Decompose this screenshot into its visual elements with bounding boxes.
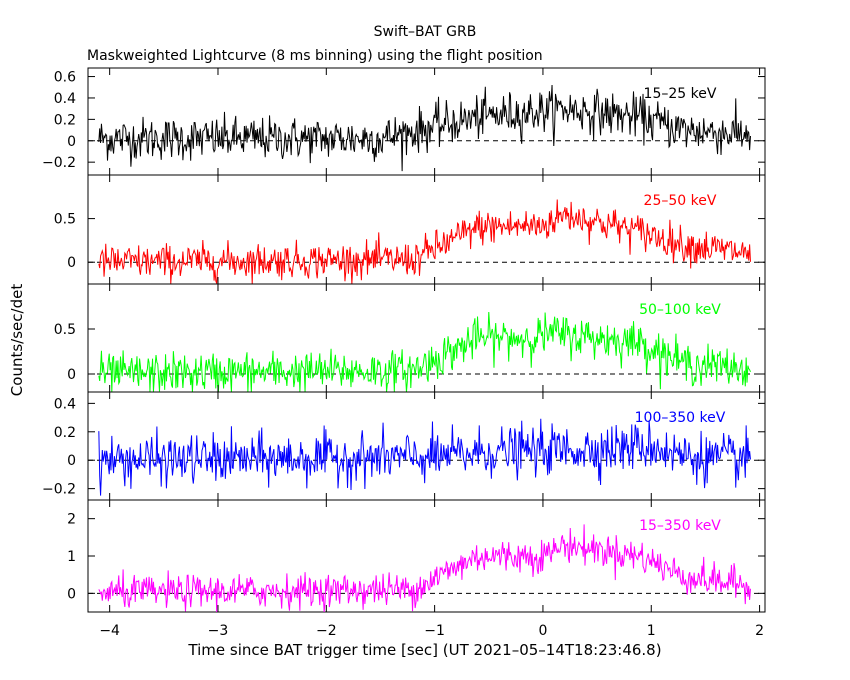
series-line <box>98 312 751 393</box>
y-tick-label: 0.2 <box>54 425 76 441</box>
x-axis-label: Time since BAT trigger time [sec] (UT 20… <box>187 641 661 659</box>
x-tick-label: 2 <box>755 623 764 639</box>
x-tick-label: 1 <box>647 623 656 639</box>
y-tick-label: 0.4 <box>54 91 76 107</box>
panels: −0.2 0 0.2 0.4 0.6 15–25 keV 0 0.5 25–50 keV 0 0.5… <box>42 67 766 613</box>
band-label: 15–350 keV <box>639 518 721 534</box>
y-tick-label: 0.4 <box>54 396 76 412</box>
x-tick-label: −3 <box>208 623 229 639</box>
y-tick-label: 0 <box>67 367 76 383</box>
y-tick-label: 0.2 <box>54 112 76 128</box>
y-tick-label: 1 <box>67 549 76 565</box>
x-tick-label: 0 <box>538 623 547 639</box>
panel-3: −0.2 0 0.2 0.4 100–350 keV <box>42 391 766 501</box>
series-line <box>98 418 751 496</box>
panel-2: 0 0.5 50–100 keV <box>54 283 766 393</box>
y-tick-label: −0.2 <box>42 155 76 171</box>
panel-0: −0.2 0 0.2 0.4 0.6 15–25 keV <box>42 67 766 176</box>
y-axis-label: Counts/sec/det <box>8 284 26 397</box>
y-tick-label: −0.2 <box>42 482 76 498</box>
y-tick-label: 0.5 <box>54 212 76 228</box>
y-tick-label: 0 <box>67 586 76 602</box>
band-label: 15–25 keV <box>644 86 717 102</box>
chart-subtitle: Maskweighted Lightcurve (8 ms binning) u… <box>87 48 543 64</box>
x-tick-label: −1 <box>424 623 445 639</box>
panel-1: 0 0.5 25–50 keV <box>54 174 766 285</box>
band-label: 25–50 keV <box>644 193 717 209</box>
series-line <box>98 199 751 285</box>
series-line <box>98 84 751 172</box>
band-label: 100–350 keV <box>635 410 726 426</box>
series-line <box>98 524 751 613</box>
x-tick-label: −4 <box>99 623 120 639</box>
band-label: 50–100 keV <box>639 302 721 318</box>
panel-4: 0 1 2 15–350 keV <box>67 499 766 613</box>
y-tick-label: 0 <box>67 134 76 150</box>
chart-title: Swift–BAT GRB <box>374 24 477 40</box>
y-tick-label: 0 <box>67 255 76 271</box>
y-tick-label: 2 <box>67 512 76 528</box>
y-tick-label: 0 <box>67 453 76 469</box>
y-tick-label: 0.6 <box>54 70 76 86</box>
x-tick-label: −2 <box>316 623 337 639</box>
x-tick-labels: −4 −3 −2 −1 0 1 2 <box>99 623 764 639</box>
y-tick-label: 0.5 <box>54 322 76 338</box>
panel-frame <box>87 391 766 501</box>
